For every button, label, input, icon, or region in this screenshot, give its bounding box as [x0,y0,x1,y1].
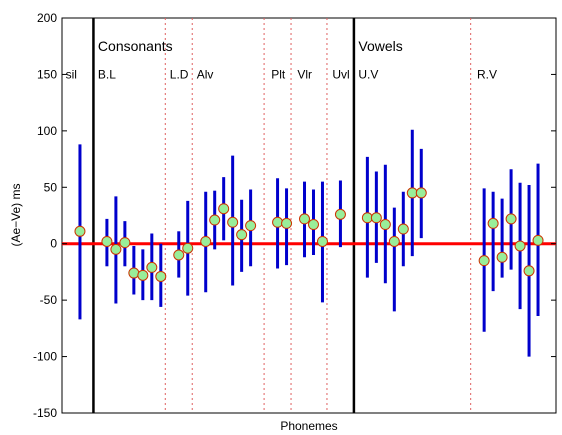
mean-marker [478,255,490,267]
plot-frame [61,17,557,414]
mean-marker [281,217,293,229]
mean-marker [245,220,257,232]
mean-marker [505,213,517,225]
section-label: Consonants [98,38,173,54]
mean-marker [218,203,230,215]
mean-marker [173,249,185,261]
y-tick-label: 50 [44,180,58,194]
mean-marker [487,217,499,229]
y-tick-label: 200 [37,11,57,25]
mean-marker [182,242,194,254]
mean-marker [388,235,400,247]
mean-marker [236,229,248,241]
group-labels: sil B.L L.D Alv Plt Vlr Uvl U.V R.V [66,67,497,81]
mean-marker [316,235,328,247]
y-axis: -150 -100 -50 0 50 100 150 200 [33,11,556,420]
mean-marker [532,234,544,246]
section-label: Vowels [358,38,402,54]
mean-marker [523,265,535,277]
mean-marker [496,251,508,263]
mean-marker [397,223,409,235]
mean-marker [137,269,149,281]
mean-marker [101,235,113,247]
mean-marker [155,270,167,282]
mean-marker [200,235,212,247]
group-dividers [92,18,472,413]
mean-marker [146,261,158,273]
group-label: Uvl [332,67,349,81]
y-tick-label: 100 [37,124,57,138]
group-label: U.V [358,67,378,81]
group-label: Plt [271,67,286,81]
mean-marker [74,225,86,237]
section-labels: Consonants Vowels [98,38,403,54]
group-label: Alv [197,67,214,81]
mean-marker [415,187,427,199]
mean-marker [209,214,221,226]
mean-marker [128,267,140,279]
group-label: R.V [477,67,497,81]
series-points [74,129,544,357]
mean-marker [299,213,311,225]
mean-marker [110,243,122,255]
mean-marker [119,237,131,249]
x-axis-label: Phonemes [280,419,337,433]
mean-marker [334,208,346,220]
mean-marker [370,212,382,224]
group-label: Vlr [297,67,312,81]
mean-marker [379,219,391,231]
y-tick-label: 0 [50,237,57,251]
mean-marker [227,216,239,228]
y-tick-label: 150 [37,67,57,81]
mean-marker [272,216,284,228]
y-tick-label: -100 [33,350,57,364]
group-label: L.D [170,67,189,81]
mean-marker [307,219,319,231]
y-tick-label: -50 [40,293,58,307]
mean-marker [514,240,526,252]
y-axis-label: (Ae−Ve) ms [9,183,23,246]
plot-area [61,17,557,414]
group-label: B.L [98,67,116,81]
y-tick-label: -150 [33,406,57,420]
group-label: sil [66,67,77,81]
